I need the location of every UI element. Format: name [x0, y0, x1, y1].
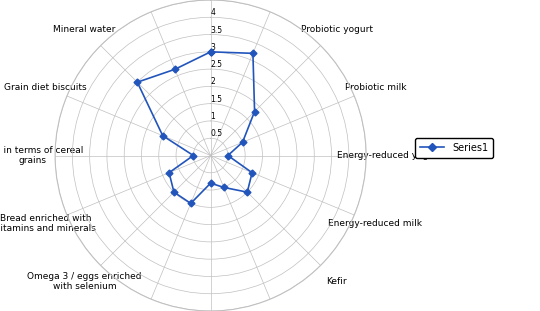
Legend: Series1: Series1 — [415, 138, 493, 158]
